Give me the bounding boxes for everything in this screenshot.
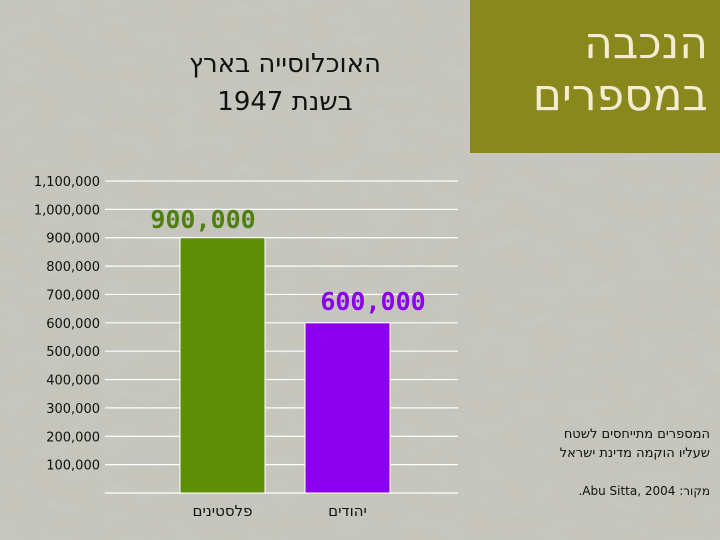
y-tick-label: 400,000 bbox=[46, 374, 100, 389]
subtitle-line2: בשנת 1947 bbox=[217, 87, 353, 117]
y-tick-label: 1,100,000 bbox=[34, 175, 100, 190]
footnote-line1: המספרים מתייחסים לשטח bbox=[563, 427, 710, 442]
footnote: המספרים מתייחסים לשטח שעליו הוקמה מדינת … bbox=[470, 425, 710, 463]
chart-subtitle: האוכלוסייה בארץ בשנת 1947 bbox=[140, 45, 430, 121]
data-label: 600,000 bbox=[320, 287, 425, 316]
y-tick-label: 100,000 bbox=[46, 459, 100, 474]
y-tick-label: 900,000 bbox=[46, 232, 100, 247]
y-tick-label: 700,000 bbox=[46, 288, 100, 303]
title-panel: הנכבה במספרים bbox=[470, 0, 720, 153]
y-tick-label: 800,000 bbox=[46, 260, 100, 275]
bar bbox=[304, 322, 391, 494]
source-note: מקור: Abu Sitta, 2004. bbox=[578, 484, 710, 498]
bar bbox=[179, 237, 266, 494]
main-title: הנכבה במספרים bbox=[468, 18, 708, 122]
y-tick-label: 600,000 bbox=[46, 317, 100, 332]
main-title-line1: הנכבה bbox=[584, 18, 708, 69]
y-tick-label: 200,000 bbox=[46, 430, 100, 445]
main-title-line2: במספרים bbox=[532, 70, 708, 121]
y-tick-label: 1,000,000 bbox=[34, 203, 100, 218]
subtitle-line1: האוכלוסייה בארץ bbox=[189, 49, 381, 79]
y-tick-label: 300,000 bbox=[46, 402, 100, 417]
data-label: 900,000 bbox=[150, 205, 255, 234]
x-category-label: פלסטינים bbox=[192, 502, 252, 520]
y-tick-label: 500,000 bbox=[46, 345, 100, 360]
footnote-line2: שעליו הוקמה מדינת ישראל bbox=[559, 446, 710, 461]
x-category-label: יהודים bbox=[328, 502, 367, 520]
